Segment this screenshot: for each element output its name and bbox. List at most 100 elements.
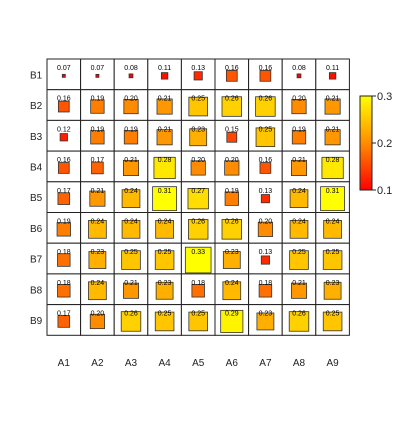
cell-value-label: 0.16 <box>57 157 71 164</box>
colorbar-gradient <box>359 95 373 191</box>
heatmap-cell <box>288 311 310 332</box>
cell-value-label: 0.26 <box>292 311 306 318</box>
heatmap-cell <box>189 128 208 147</box>
cell-value-label: 0.08 <box>124 65 138 72</box>
cell-value-label: 0.26 <box>259 96 273 103</box>
cell-value-label: 0.21 <box>292 157 306 164</box>
column-tick-label: A9 <box>326 358 339 369</box>
cell-value-label: 0.26 <box>191 219 205 226</box>
cell-value-label: 0.31 <box>158 188 172 195</box>
cell-value-label: 0.13 <box>191 65 205 72</box>
heatmap-cell <box>224 191 239 206</box>
cell-value-label: 0.25 <box>326 249 340 256</box>
heatmap-cell <box>120 311 142 332</box>
cell-value-label: 0.11 <box>326 65 339 72</box>
cell-value-label: 0.25 <box>259 126 273 133</box>
heatmap-cell <box>122 159 140 176</box>
cell-value-label: 0.25 <box>292 249 306 256</box>
heatmap-cell <box>188 96 208 117</box>
cell-value-label: 0.07 <box>91 65 105 72</box>
heatmap-cell <box>220 309 244 333</box>
heatmap-cell <box>91 161 104 175</box>
cell-value-label: 0.21 <box>158 96 172 103</box>
heatmap-cell <box>154 311 175 332</box>
heatmap-cell <box>57 253 71 267</box>
heatmap-cell <box>188 311 208 332</box>
heatmap-cell <box>155 220 174 239</box>
cell-value-label: 0.23 <box>91 249 105 256</box>
cell-value-label: 0.25 <box>191 96 205 103</box>
heatmap-cell <box>291 130 307 145</box>
cell-value-label: 0.26 <box>225 219 239 226</box>
cell-value-label: 0.11 <box>158 65 171 72</box>
cell-value-label: 0.20 <box>259 219 273 226</box>
cell-value-label: 0.17 <box>57 311 71 318</box>
heatmap-cell <box>57 100 70 113</box>
heatmap-cell <box>324 129 341 146</box>
cell-value-label: 0.26 <box>124 311 138 318</box>
column-tick-label: A7 <box>259 358 272 369</box>
colorbar-tick-label: 0.2 <box>377 138 392 150</box>
heatmap-cell <box>291 98 307 115</box>
heatmap-cell <box>222 251 241 269</box>
cell-value-label: 0.19 <box>124 126 138 133</box>
heatmap-cell <box>59 133 68 142</box>
heatmap-cell <box>256 312 275 331</box>
cell-value-label: 0.19 <box>91 126 105 133</box>
heatmap-cell <box>322 311 343 332</box>
heatmap-cell <box>296 73 302 79</box>
heatmap-cell <box>259 162 272 174</box>
cell-value-label: 0.19 <box>91 96 105 103</box>
row-tick-label: B3 <box>30 132 43 143</box>
colorbar-tick-label: 0.1 <box>377 185 392 197</box>
row-tick-label: B4 <box>30 162 43 173</box>
row-tick-label: B7 <box>30 255 43 266</box>
cell-value-label: 0.25 <box>124 249 138 256</box>
row-tick-label: B1 <box>30 70 43 81</box>
row-tick-label: B8 <box>30 285 43 296</box>
heatmap-cell <box>260 255 270 265</box>
grid-cell <box>80 119 115 152</box>
heatmap-cell <box>90 99 105 114</box>
cell-value-label: 0.21 <box>124 280 138 287</box>
cell-value-label: 0.31 <box>326 188 340 195</box>
cell-value-label: 0.21 <box>91 188 105 195</box>
column-tick-label: A5 <box>192 358 205 369</box>
heatmap-cell <box>88 251 107 269</box>
cell-value-label: 0.20 <box>292 96 306 103</box>
heatmap-cell <box>89 313 105 330</box>
cell-value-label: 0.23 <box>259 311 273 318</box>
heatmap-cell <box>89 190 106 207</box>
cell-value-label: 0.24 <box>124 219 138 226</box>
cell-value-label: 0.15 <box>225 126 239 133</box>
cell-value-label: 0.20 <box>124 96 138 103</box>
cell-value-label: 0.07 <box>57 65 71 72</box>
heatmap-cell <box>57 284 71 298</box>
heatmap-cell <box>224 160 240 176</box>
heatmap-cell <box>121 189 141 208</box>
heatmap-cell <box>290 159 308 176</box>
cell-value-label: 0.18 <box>57 280 71 287</box>
heatmap-cell <box>90 130 105 145</box>
heatmap-cell <box>221 96 242 117</box>
row-tick-label: B2 <box>30 101 43 112</box>
heatmap-cell <box>156 98 173 115</box>
heatmap-cell <box>323 220 342 239</box>
cell-value-label: 0.23 <box>326 280 340 287</box>
heatmap-cell <box>95 73 100 78</box>
cell-value-label: 0.24 <box>326 219 340 226</box>
cell-value-label: 0.13 <box>259 249 273 256</box>
heatmap-cell <box>57 315 71 328</box>
grid-cell <box>46 150 82 183</box>
cell-value-label: 0.25 <box>158 249 172 256</box>
heatmap-cell <box>255 96 276 117</box>
cell-value-label: 0.24 <box>91 219 105 226</box>
cell-value-label: 0.33 <box>191 249 205 256</box>
cell-value-label: 0.17 <box>91 157 105 164</box>
heatmap-cell <box>160 72 169 80</box>
heatmap-cell <box>257 221 273 237</box>
cell-value-label: 0.27 <box>191 188 205 195</box>
heatmap-cell <box>320 186 345 212</box>
cell-value-label: 0.21 <box>292 280 306 287</box>
